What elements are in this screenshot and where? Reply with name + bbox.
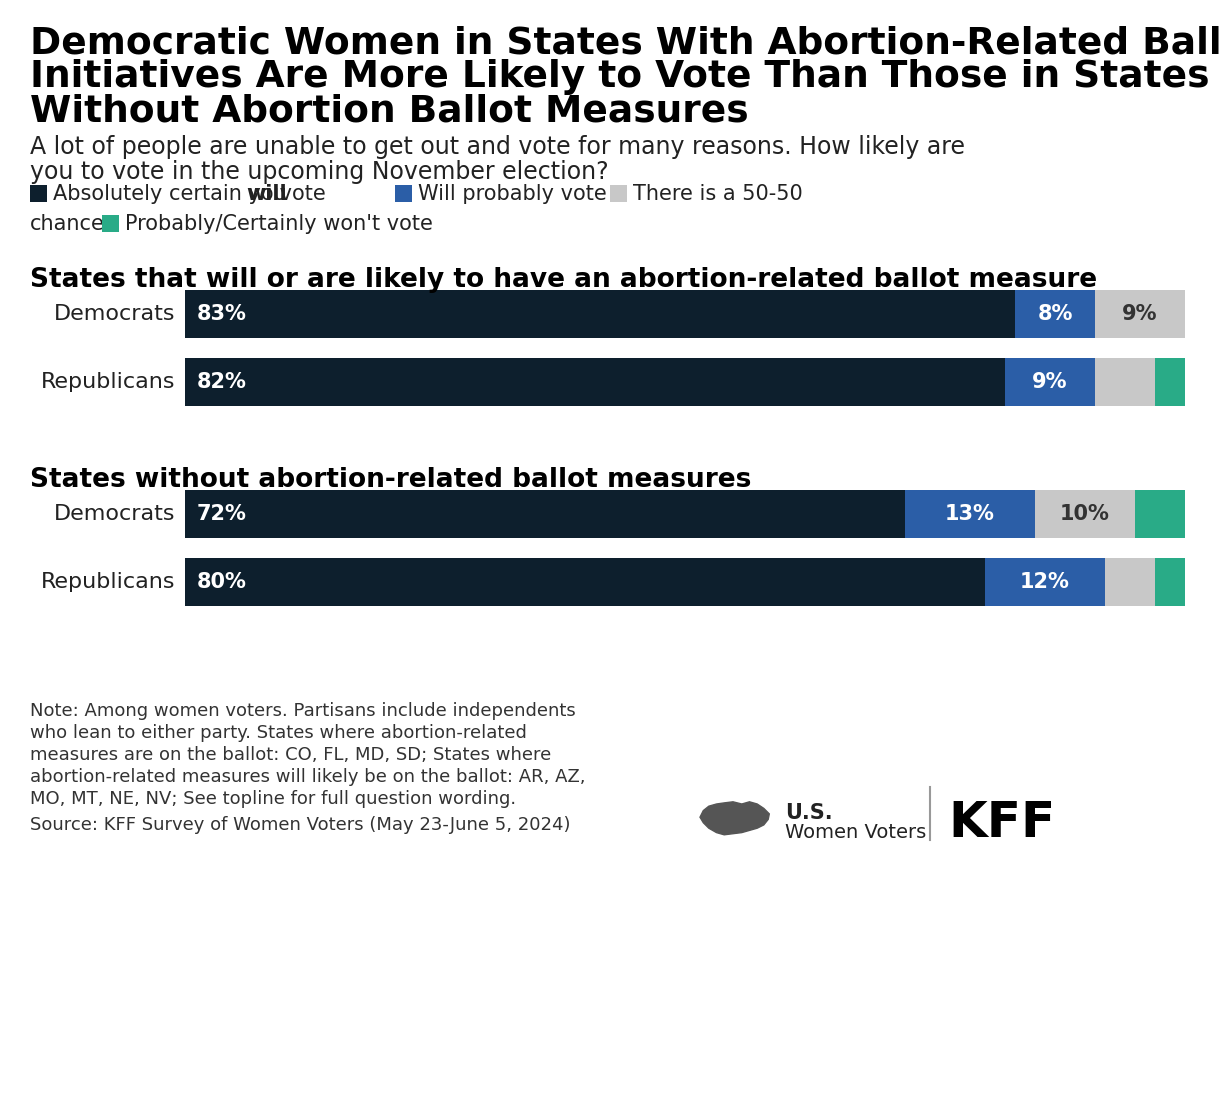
Text: 72%: 72%: [196, 504, 246, 524]
Bar: [610, 185, 627, 202]
Text: abortion-related measures will likely be on the ballot: AR, AZ,: abortion-related measures will likely be…: [30, 768, 586, 786]
Text: Democrats: Democrats: [54, 304, 174, 324]
Polygon shape: [700, 801, 770, 835]
Bar: [1155, 359, 1185, 406]
Text: vote: vote: [273, 183, 326, 203]
Bar: [1096, 290, 1185, 339]
Text: 80%: 80%: [196, 572, 246, 592]
Bar: [102, 215, 120, 232]
Bar: [30, 185, 48, 202]
Bar: [1005, 359, 1096, 406]
Text: Probably/Certainly won't vote: Probably/Certainly won't vote: [124, 213, 433, 233]
Text: A lot of people are unable to get out and vote for many reasons. How likely are: A lot of people are unable to get out an…: [30, 135, 965, 159]
Text: Republicans: Republicans: [40, 372, 174, 392]
Text: chance: chance: [30, 213, 105, 233]
Text: Initiatives Are More Likely to Vote Than Those in States: Initiatives Are More Likely to Vote Than…: [30, 59, 1209, 95]
Text: KFF: KFF: [948, 799, 1055, 847]
Text: Democratic Women in States With Abortion-Related Ballot: Democratic Women in States With Abortion…: [30, 26, 1220, 61]
Bar: [395, 185, 412, 202]
Text: will: will: [246, 183, 287, 203]
Text: States that will or are likely to have an abortion-related ballot measure: States that will or are likely to have a…: [30, 268, 1097, 293]
Bar: [185, 490, 905, 538]
Text: 13%: 13%: [946, 504, 996, 524]
Bar: [1135, 490, 1185, 538]
Bar: [1155, 558, 1185, 606]
Text: Note: Among women voters. Partisans include independents: Note: Among women voters. Partisans incl…: [30, 702, 576, 720]
Bar: [1015, 290, 1096, 339]
Text: 83%: 83%: [196, 304, 246, 324]
Bar: [185, 359, 1005, 406]
Text: 9%: 9%: [1122, 304, 1158, 324]
Bar: [1035, 490, 1135, 538]
Text: measures are on the ballot: CO, FL, MD, SD; States where: measures are on the ballot: CO, FL, MD, …: [30, 746, 551, 764]
Bar: [1096, 359, 1155, 406]
Bar: [905, 490, 1035, 538]
Text: There is a 50-50: There is a 50-50: [633, 183, 803, 203]
Text: 9%: 9%: [1032, 372, 1068, 392]
Bar: [185, 558, 985, 606]
Text: Source: KFF Survey of Women Voters (May 23-June 5, 2024): Source: KFF Survey of Women Voters (May …: [30, 816, 571, 834]
Text: Women Voters: Women Voters: [784, 823, 926, 842]
Text: States without abortion-related ballot measures: States without abortion-related ballot m…: [30, 467, 752, 493]
Text: you to vote in the upcoming November election?: you to vote in the upcoming November ele…: [30, 160, 609, 184]
Text: MO, MT, NE, NV; See topline for full question wording.: MO, MT, NE, NV; See topline for full que…: [30, 790, 516, 808]
Text: 10%: 10%: [1060, 504, 1110, 524]
Text: Democrats: Democrats: [54, 504, 174, 524]
Bar: [1105, 558, 1155, 606]
Text: Will probably vote: Will probably vote: [418, 183, 606, 203]
Text: 12%: 12%: [1020, 572, 1070, 592]
Text: 82%: 82%: [196, 372, 246, 392]
Text: Absolutely certain you: Absolutely certain you: [52, 183, 293, 203]
Text: U.S.: U.S.: [784, 803, 832, 823]
Bar: [185, 290, 1015, 339]
Text: Without Abortion Ballot Measures: Without Abortion Ballot Measures: [30, 93, 749, 129]
Bar: [985, 558, 1105, 606]
Text: Republicans: Republicans: [40, 572, 174, 592]
Text: who lean to either party. States where abortion-related: who lean to either party. States where a…: [30, 724, 527, 741]
Text: 8%: 8%: [1037, 304, 1072, 324]
